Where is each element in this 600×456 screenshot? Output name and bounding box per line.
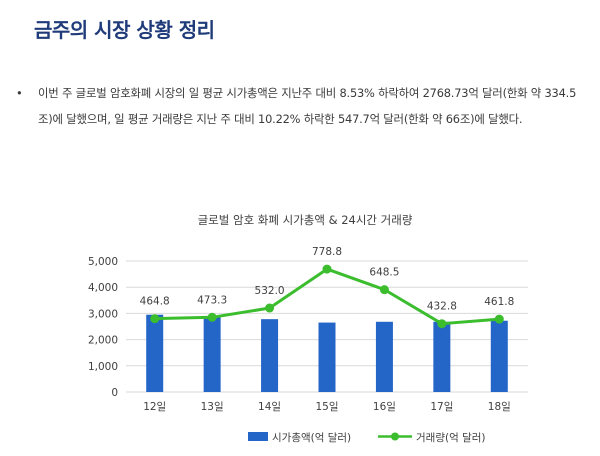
y-tick-label: 2,000 xyxy=(88,335,118,347)
x-tick-label: 17일 xyxy=(430,400,453,413)
line-point xyxy=(265,303,275,313)
bar xyxy=(433,321,451,392)
bar xyxy=(375,321,393,392)
x-tick-label: 14일 xyxy=(258,400,281,413)
x-tick-label: 15일 xyxy=(315,400,338,413)
line-data-label: 461.8 xyxy=(484,296,514,308)
summary-text: 이번 주 글로벌 암호화폐 시장의 일 평균 시가총액은 지난주 대비 8.53… xyxy=(38,86,577,126)
legend-line-label: 거래량(억 달러) xyxy=(416,432,486,444)
line-data-label: 532.0 xyxy=(255,285,285,297)
bar xyxy=(318,322,336,392)
chart: 글로벌 암호 화폐 시가총액 & 24시간 거래량 0 1,000 2,000 3,0… xyxy=(88,213,528,444)
line-series: 464.8 473.3 532.0 778.8 648.5 432.8 461.8 xyxy=(140,246,514,329)
x-tick-label: 13일 xyxy=(201,400,224,413)
line-data-label: 432.8 xyxy=(427,301,457,313)
x-tick-label: 18일 xyxy=(488,400,511,413)
line-point xyxy=(437,319,447,329)
chart-title: 글로벌 암호 화폐 시가총액 & 24시간 거래량 xyxy=(198,213,413,227)
line-point xyxy=(207,312,217,322)
y-tick-label: 0 xyxy=(111,387,118,399)
legend: 시가총액(억 달러) 거래량(억 달러) xyxy=(248,432,486,444)
bar xyxy=(261,319,279,392)
line-point xyxy=(150,314,160,324)
x-axis-ticks: 12일 13일 14일 15일 16일 17일 18일 xyxy=(143,400,511,413)
line-point xyxy=(379,285,389,295)
legend-bar-swatch xyxy=(248,432,268,441)
line-point xyxy=(322,264,332,274)
bar-series xyxy=(146,314,508,392)
line-data-label: 778.8 xyxy=(312,246,342,258)
bullet-icon: • xyxy=(16,86,23,100)
line-data-label: 648.5 xyxy=(369,267,399,279)
line-data-label: 473.3 xyxy=(197,294,227,306)
x-tick-label: 16일 xyxy=(373,400,396,413)
bar xyxy=(146,314,164,392)
legend-line-marker xyxy=(391,432,399,441)
line-data-label: 464.8 xyxy=(140,296,170,308)
y-tick-label: 5,000 xyxy=(88,256,118,268)
x-tick-label: 12일 xyxy=(143,400,166,413)
y-tick-label: 3,000 xyxy=(88,308,118,320)
line-point xyxy=(494,314,504,324)
y-tick-label: 4,000 xyxy=(88,282,118,294)
bar xyxy=(490,320,508,392)
summary-paragraph: • 이번 주 글로벌 암호화폐 시장의 일 평균 시가총액은 지난주 대비 8.… xyxy=(16,80,586,132)
y-axis-ticks: 0 1,000 2,000 3,000 4,000 5,000 xyxy=(88,256,118,399)
bar xyxy=(203,317,221,392)
legend-bar-label: 시가총액(억 달러) xyxy=(272,432,351,444)
y-tick-label: 1,000 xyxy=(88,361,118,373)
page-title: 금주의 시장 상황 정리 xyxy=(34,18,215,42)
